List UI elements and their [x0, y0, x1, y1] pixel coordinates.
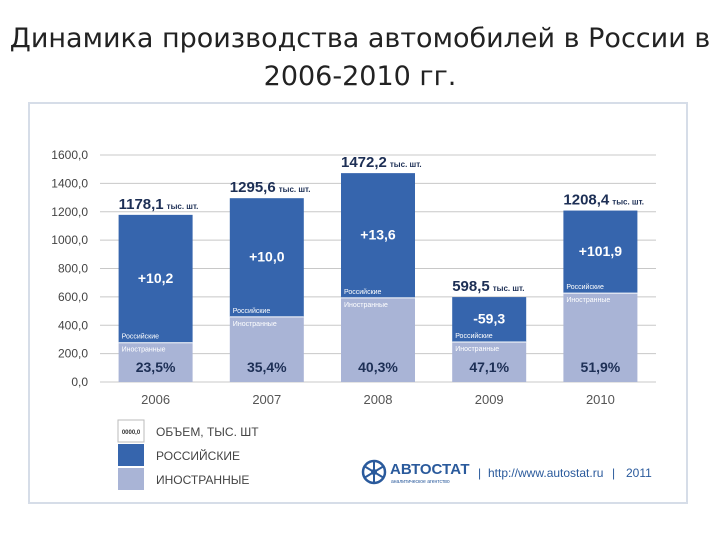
brand-url[interactable]: http://www.autostat.ru	[488, 466, 603, 480]
segment-label-foreign: Иностранные	[233, 321, 277, 328]
bar-russian	[229, 198, 304, 317]
growth-label: +10,0	[249, 249, 285, 265]
brand-separator-right: |	[612, 466, 615, 480]
total-label: 598,5 тыс. шт.	[452, 278, 524, 295]
total-unit: тыс. шт.	[612, 198, 644, 207]
total-unit: тыс. шт.	[390, 160, 422, 169]
x-tick-label: 2010	[586, 392, 615, 407]
segment-label-foreign: Иностранные	[122, 347, 166, 354]
page-title: Динамика производства автомобилей в Росс…	[9, 23, 711, 92]
y-tick-label: 200,0	[58, 347, 88, 361]
segment-label-foreign: Иностранные	[344, 302, 388, 309]
bar-russian	[563, 210, 638, 294]
total-unit: тыс. шт.	[279, 185, 311, 194]
segment-label-foreign: Иностранные	[455, 346, 499, 353]
total-label: 1295,6 тыс. шт.	[230, 179, 311, 196]
bar-foreign	[229, 316, 304, 382]
x-tick-label: 2006	[141, 392, 170, 407]
growth-label: +10,2	[138, 270, 174, 286]
autostat-logo-icon	[361, 459, 387, 485]
total-label: 1208,4 тыс. шт.	[563, 192, 644, 209]
bar-russian	[452, 297, 527, 343]
bars-layer	[118, 173, 638, 382]
legend-volume-swatch	[117, 419, 145, 443]
bar-foreign	[563, 293, 638, 382]
y-tick-label: 1400,0	[51, 176, 88, 190]
x-tick-label: 2009	[475, 392, 504, 407]
segment-label-russian: Российские	[122, 333, 160, 341]
x-tick-label: 2008	[364, 392, 393, 407]
y-tick-label: 400,0	[58, 318, 88, 332]
y-tick-label: 800,0	[58, 262, 88, 276]
foreign-share-label: 23,5%	[136, 359, 176, 375]
y-tick-label: 1200,0	[51, 205, 88, 219]
brand-tagline: аналитическое агентство	[391, 479, 450, 485]
y-tick-label: 1600,0	[51, 148, 88, 162]
brand-separator-left: |	[478, 466, 481, 480]
x-tick-label: 2007	[252, 392, 281, 407]
legend: 0000,0 ОБЪЕМ, ТЫС. ШТ РОССИЙСКИЕ ИНОСТРА…	[117, 419, 259, 490]
total-unit: тыс. шт.	[493, 284, 525, 293]
bar-russian	[118, 214, 193, 343]
bar-russian	[341, 173, 415, 298]
segment-label-foreign: Иностранные	[566, 297, 610, 304]
total-label: 1178,1 тыс. шт.	[119, 196, 199, 213]
total-unit: тыс. шт.	[167, 202, 199, 211]
foreign-share-label: 35,4%	[247, 359, 287, 375]
legend-volume-swatch-text: 0000,0	[122, 430, 141, 436]
growth-label: -59,3	[473, 311, 505, 327]
segment-label-russian: Российские	[566, 283, 604, 291]
y-tick-label: 1000,0	[51, 233, 88, 247]
bar-foreign	[452, 342, 527, 382]
total-label: 1472,2 тыс. шт.	[341, 154, 422, 171]
y-tick-label: 600,0	[58, 290, 88, 304]
brand-name: АВТОСТАТ	[390, 461, 469, 478]
legend-foreign-label: ИНОСТРАННЫЕ	[156, 473, 249, 487]
bar-foreign	[341, 297, 415, 382]
y-tick-label: 0,0	[71, 375, 88, 389]
foreign-share-label: 40,3%	[358, 359, 398, 375]
legend-foreign-swatch	[118, 468, 144, 490]
legend-russian-swatch	[118, 444, 144, 466]
bar-foreign	[118, 342, 193, 382]
legend-volume-label: ОБЪЕМ, ТЫС. ШТ	[156, 425, 259, 439]
legend-russian-label: РОССИЙСКИЕ	[156, 448, 240, 463]
segment-label-russian: Российские	[233, 307, 271, 315]
growth-label: +101,9	[579, 243, 622, 259]
labels-layer: 0,0 200,0 400,0 600,0 800,0 1000,0 1200,0 1400,…	[51, 148, 644, 407]
foreign-share-label: 51,9%	[581, 359, 621, 375]
brand-year: 2011	[626, 466, 652, 480]
foreign-share-label: 47,1%	[469, 359, 509, 375]
brand-block: АВТОСТАТ аналитическое агентство | http:…	[361, 459, 652, 485]
segment-label-russian: Российские	[344, 288, 382, 296]
segment-label-russian: Российские	[455, 332, 493, 340]
growth-label: +13,6	[360, 226, 396, 242]
